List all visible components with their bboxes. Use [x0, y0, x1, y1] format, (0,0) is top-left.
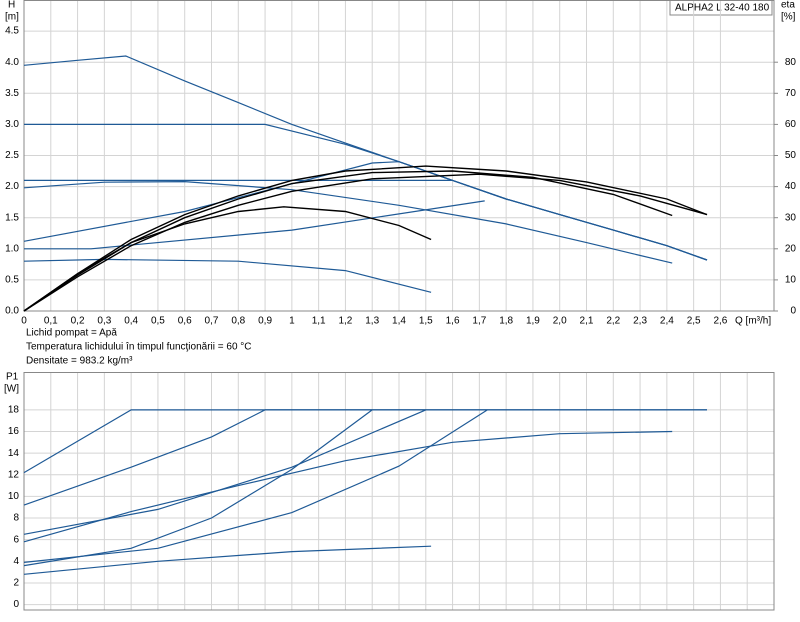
- x-tick-label: 2,5: [687, 316, 701, 327]
- y-tick-label: 2.5: [5, 150, 19, 161]
- curve: [23, 409, 488, 563]
- y2-tick-label: 50: [785, 150, 797, 161]
- y-tick-label: 6: [13, 534, 19, 545]
- y-tick-label: 2.0: [5, 181, 19, 192]
- y-axis-unit: [W]: [4, 384, 19, 395]
- x-tick-label: 0,6: [178, 316, 192, 327]
- curve: [24, 200, 485, 250]
- y2-tick-label: 40: [785, 181, 797, 192]
- x-tick-label: 1,6: [446, 316, 460, 327]
- y-tick-label: 0: [13, 599, 19, 610]
- y2-axis-label: eta: [781, 0, 795, 11]
- x-tick-label: 2,4: [660, 316, 674, 327]
- y2-tick-label: 20: [785, 243, 797, 254]
- x-axis-label: Q [m³/h]: [735, 316, 771, 327]
- curve: [23, 545, 432, 575]
- curve: [23, 173, 708, 312]
- y-tick-label: 4.5: [5, 26, 19, 37]
- title-box: [669, 0, 773, 16]
- curve: [23, 206, 432, 312]
- curve: [23, 258, 432, 293]
- x-tick-label: 1,5: [419, 316, 433, 327]
- x-tick-label: 0,5: [151, 316, 165, 327]
- curve: [23, 409, 373, 567]
- x-tick-label: 0,3: [97, 316, 111, 327]
- y-tick-label: 14: [8, 448, 20, 459]
- curve: [23, 430, 673, 543]
- y2-tick-label: 30: [785, 212, 797, 223]
- curve: [23, 165, 708, 312]
- y-tick-label: 0.5: [5, 275, 19, 286]
- x-tick-label: 2,1: [580, 316, 594, 327]
- x-tick-label: 1,7: [472, 316, 486, 327]
- x-tick-label: 0,9: [258, 316, 272, 327]
- x-tick-label: 0: [21, 316, 27, 327]
- y2-tick-label: 80: [785, 57, 797, 68]
- x-tick-label: 1,1: [312, 316, 326, 327]
- y-tick-label: 4: [13, 556, 19, 567]
- y-tick-label: 2: [13, 578, 19, 589]
- y2-tick-label: 70: [785, 88, 797, 99]
- x-tick-label: 1,4: [392, 316, 406, 327]
- x-tick-label: 0,1: [44, 316, 58, 327]
- curve: [23, 180, 673, 264]
- chart-title: ALPHA2 L 32-40 180: [675, 3, 770, 14]
- x-tick-label: 1,8: [499, 316, 513, 327]
- x-tick-label: 2,3: [633, 316, 647, 327]
- plot-frame: [23, 372, 775, 611]
- y-tick-label: 8: [13, 513, 19, 524]
- x-tick-label: 2,2: [606, 316, 620, 327]
- y-axis-label: P1: [6, 372, 19, 383]
- y-tick-label: 3.5: [5, 88, 19, 99]
- note: Densitate = 983.2 kg/m³: [26, 356, 133, 367]
- y2-tick-label: 60: [785, 119, 797, 130]
- y-tick-label: 18: [8, 405, 20, 416]
- y2-tick-label: 10: [785, 275, 797, 286]
- y2-axis-unit: [%]: [781, 12, 796, 23]
- x-tick-label: 0,2: [71, 316, 85, 327]
- note: Temperatura lichidului în timpul funcţio…: [26, 342, 252, 353]
- x-tick-label: 0,4: [124, 316, 138, 327]
- x-tick-label: 1,2: [338, 316, 352, 327]
- x-tick-label: 2,6: [713, 316, 727, 327]
- y-tick-label: 16: [8, 426, 20, 437]
- y-tick-label: 3.0: [5, 119, 19, 130]
- curve: [23, 409, 707, 506]
- y-axis-unit: [m]: [5, 12, 19, 23]
- x-tick-label: 0,8: [231, 316, 245, 327]
- y-axis-label: H: [8, 0, 15, 11]
- x-tick-label: 1,9: [526, 316, 540, 327]
- note: Lichid pompat = Apă: [26, 328, 117, 339]
- y-tick-label: 1.5: [5, 212, 19, 223]
- x-tick-label: 2,0: [553, 316, 567, 327]
- y2-tick-label: 0: [790, 306, 796, 317]
- plot-frame: [23, 0, 775, 312]
- y-tick-label: 4.0: [5, 57, 19, 68]
- curve: [23, 170, 673, 312]
- y-tick-label: 1.0: [5, 243, 19, 254]
- x-tick-label: 1,3: [365, 316, 379, 327]
- x-tick-label: 1: [289, 316, 295, 327]
- x-tick-label: 0,7: [205, 316, 219, 327]
- y-tick-label: 0.0: [5, 306, 19, 317]
- y-tick-label: 10: [8, 491, 20, 502]
- y-tick-label: 12: [8, 469, 20, 480]
